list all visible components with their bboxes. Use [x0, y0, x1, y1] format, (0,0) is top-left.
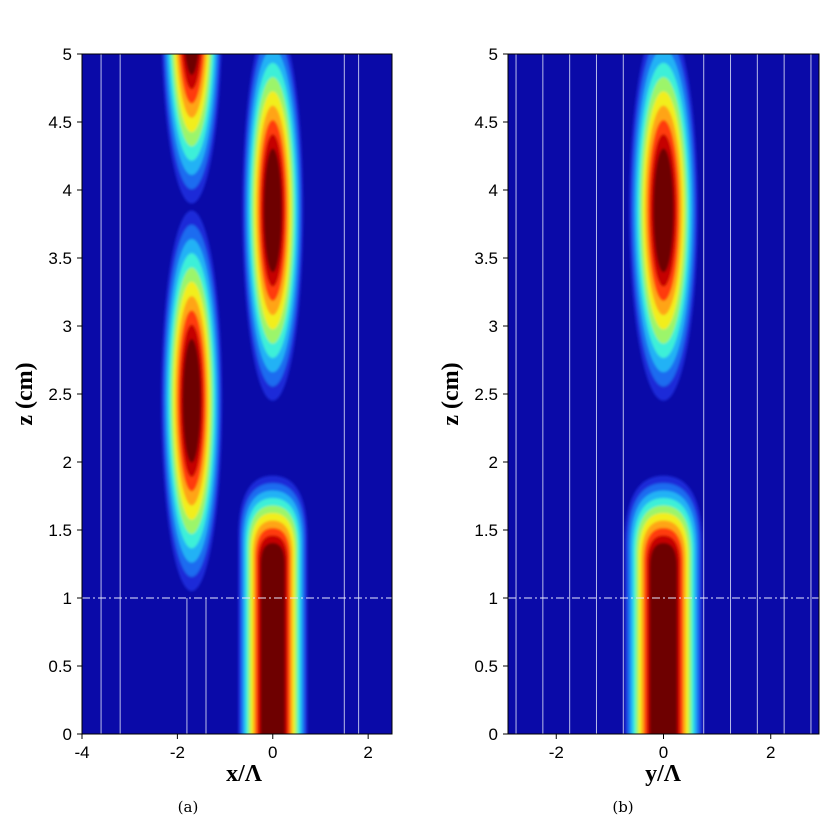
x-tick-label: -2 — [549, 743, 564, 762]
y-tick-label: 0.5 — [48, 657, 72, 676]
y-tick-label: 3.5 — [474, 249, 498, 268]
y-tick-label: 3 — [63, 317, 72, 336]
panel-a-ticks: 0 0.5 1 1.5 2 2.5 3 3.5 4 4.5 5 -4 -2 0 2 — [48, 45, 393, 762]
axis-frame — [81, 53, 393, 735]
y-tick-label: 1 — [489, 589, 498, 608]
y-tick-label: 1 — [63, 589, 72, 608]
y-tick-label: 2 — [489, 453, 498, 472]
intensity-band — [260, 542, 285, 734]
y-tick-label: 4.5 — [48, 113, 72, 132]
panel-a-intensity-field — [161, 54, 308, 734]
x-tick-label: 2 — [766, 743, 775, 762]
intensity-band — [184, 54, 199, 76]
intensity-band — [263, 148, 282, 273]
y-tick-label: 5 — [63, 45, 72, 64]
panel-b-ticks: 0 0.5 1 1.5 2 2.5 3 3.5 4 4.5 5 -2 0 2 — [474, 45, 820, 762]
y-tick-label: 0 — [489, 725, 498, 744]
y-tick-label: 0 — [63, 725, 72, 744]
x-tick-label: 0 — [268, 743, 277, 762]
y-tick-label: 1.5 — [474, 521, 498, 540]
y-tick-label: 4 — [63, 181, 72, 200]
axis-frame — [507, 53, 820, 735]
panel-b-waveguide-lines — [508, 54, 819, 734]
panel-b-xlabel: y/Λ — [645, 761, 682, 787]
y-tick-label: 2.5 — [48, 385, 72, 404]
y-tick-label: 5 — [489, 45, 498, 64]
x-tick-label: 2 — [363, 743, 372, 762]
panel-a-caption: (a) — [178, 798, 199, 816]
panel-b-caption: (b) — [612, 798, 633, 816]
panel-a-heatmap: 0 0.5 1 1.5 2 2.5 3 3.5 4 4.5 5 -4 -2 0 2 x/Λ z (cm) (… — [12, 45, 393, 816]
panel-a-plot-area — [82, 54, 392, 734]
x-tick-label: 0 — [659, 743, 668, 762]
panel-b-heatmap: 0 0.5 1 1.5 2 2.5 3 3.5 4 4.5 5 -2 0 2 y/Λ z (cm) (b) — [438, 45, 820, 816]
panel-a-waveguide-lines — [82, 54, 392, 734]
y-tick-label: 2 — [63, 453, 72, 472]
intensity-band — [653, 148, 674, 273]
y-tick-label: 2.5 — [474, 385, 498, 404]
panel-b-ylabel: z (cm) — [438, 362, 464, 425]
y-tick-label: 1.5 — [48, 521, 72, 540]
intensity-band — [649, 542, 678, 734]
y-tick-label: 4.5 — [474, 113, 498, 132]
y-tick-label: 0.5 — [474, 657, 498, 676]
panel-a-xlabel: x/Λ — [226, 761, 263, 787]
x-tick-label: -4 — [74, 743, 89, 762]
y-tick-label: 4 — [489, 181, 498, 200]
intensity-band — [182, 338, 201, 463]
x-tick-label: -2 — [170, 743, 185, 762]
y-tick-label: 3.5 — [48, 249, 72, 268]
panel-b-intensity-field — [624, 54, 703, 734]
y-tick-label: 3 — [489, 317, 498, 336]
panel-a-ylabel: z (cm) — [12, 362, 38, 425]
